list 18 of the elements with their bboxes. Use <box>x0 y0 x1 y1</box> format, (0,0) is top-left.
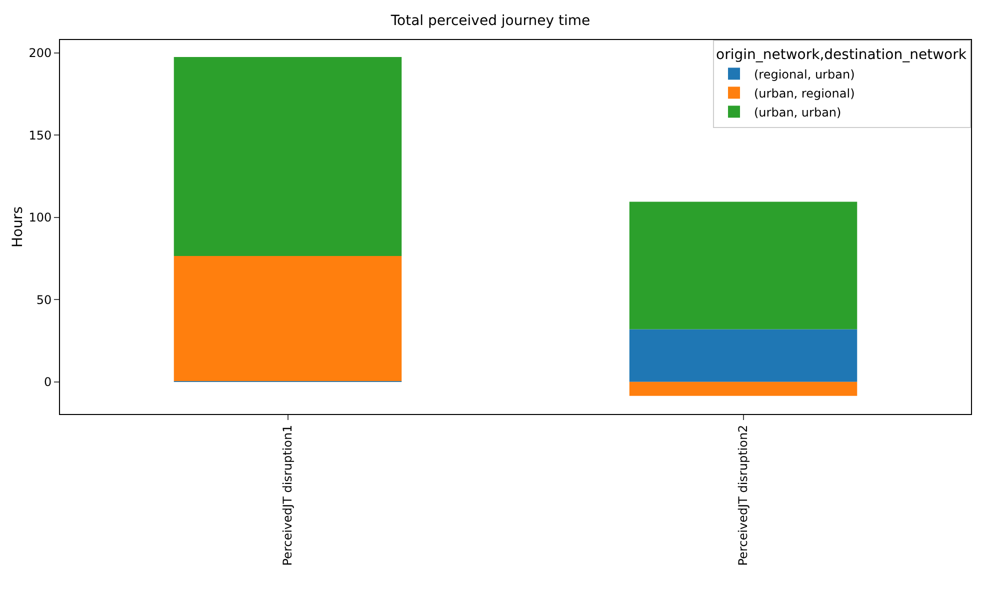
bar <box>629 202 858 330</box>
legend-label: (urban, regional) <box>754 86 855 100</box>
bar <box>174 256 402 382</box>
y-tick-label: 150 <box>28 128 52 142</box>
x-tick-label: PerceivedJT disruption1 <box>280 424 295 566</box>
y-tick-label: 0 <box>44 375 52 390</box>
bar <box>629 382 858 396</box>
y-tick-label: 100 <box>28 210 52 225</box>
y-axis-title: Hours <box>10 206 26 248</box>
bar <box>174 56 402 256</box>
legend-label: (urban, urban) <box>754 105 842 120</box>
legend-label: (regional, urban) <box>754 67 855 82</box>
y-tick-label: 200 <box>28 46 52 60</box>
y-tick-label: 50 <box>36 292 52 307</box>
legend-title: origin_network,destination_network <box>716 47 968 64</box>
bar <box>629 329 858 382</box>
chart-title: Total perceived journey time <box>390 13 590 30</box>
x-tick-label: PerceivedJT disruption2 <box>736 424 750 566</box>
